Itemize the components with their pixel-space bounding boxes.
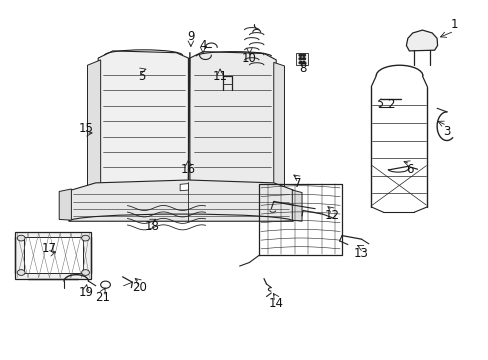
Polygon shape <box>15 232 91 279</box>
Text: 21: 21 <box>95 291 110 304</box>
Polygon shape <box>59 189 71 220</box>
Circle shape <box>17 270 25 275</box>
Circle shape <box>299 54 302 56</box>
Text: 1: 1 <box>449 18 457 31</box>
Text: 5: 5 <box>138 69 145 82</box>
Text: 13: 13 <box>353 247 368 260</box>
Polygon shape <box>87 60 101 189</box>
Text: 6: 6 <box>406 163 413 176</box>
Text: 19: 19 <box>79 287 93 300</box>
Polygon shape <box>295 53 307 65</box>
Text: 9: 9 <box>187 30 194 43</box>
Circle shape <box>17 235 25 241</box>
Text: 8: 8 <box>299 62 306 75</box>
Circle shape <box>299 62 302 64</box>
Text: 17: 17 <box>42 242 57 255</box>
Polygon shape <box>292 190 302 221</box>
Text: 14: 14 <box>268 297 283 310</box>
Polygon shape <box>189 51 276 187</box>
Circle shape <box>81 235 89 241</box>
Text: 10: 10 <box>242 51 256 64</box>
Text: 7: 7 <box>294 177 301 190</box>
Polygon shape <box>406 30 437 51</box>
Polygon shape <box>69 180 293 221</box>
Text: 18: 18 <box>144 220 159 233</box>
Text: 16: 16 <box>181 163 196 176</box>
Text: 20: 20 <box>132 281 147 294</box>
Polygon shape <box>273 62 284 189</box>
Polygon shape <box>24 237 82 273</box>
Text: 4: 4 <box>199 39 206 52</box>
Polygon shape <box>180 184 188 191</box>
Text: 12: 12 <box>324 210 339 222</box>
Text: 11: 11 <box>212 69 227 82</box>
Polygon shape <box>98 51 188 187</box>
Circle shape <box>299 58 302 60</box>
Circle shape <box>81 270 89 275</box>
Text: 15: 15 <box>79 122 93 135</box>
Text: 3: 3 <box>442 125 449 138</box>
Text: 2: 2 <box>386 98 394 111</box>
Circle shape <box>302 62 305 64</box>
Circle shape <box>302 58 305 60</box>
Circle shape <box>302 54 305 56</box>
